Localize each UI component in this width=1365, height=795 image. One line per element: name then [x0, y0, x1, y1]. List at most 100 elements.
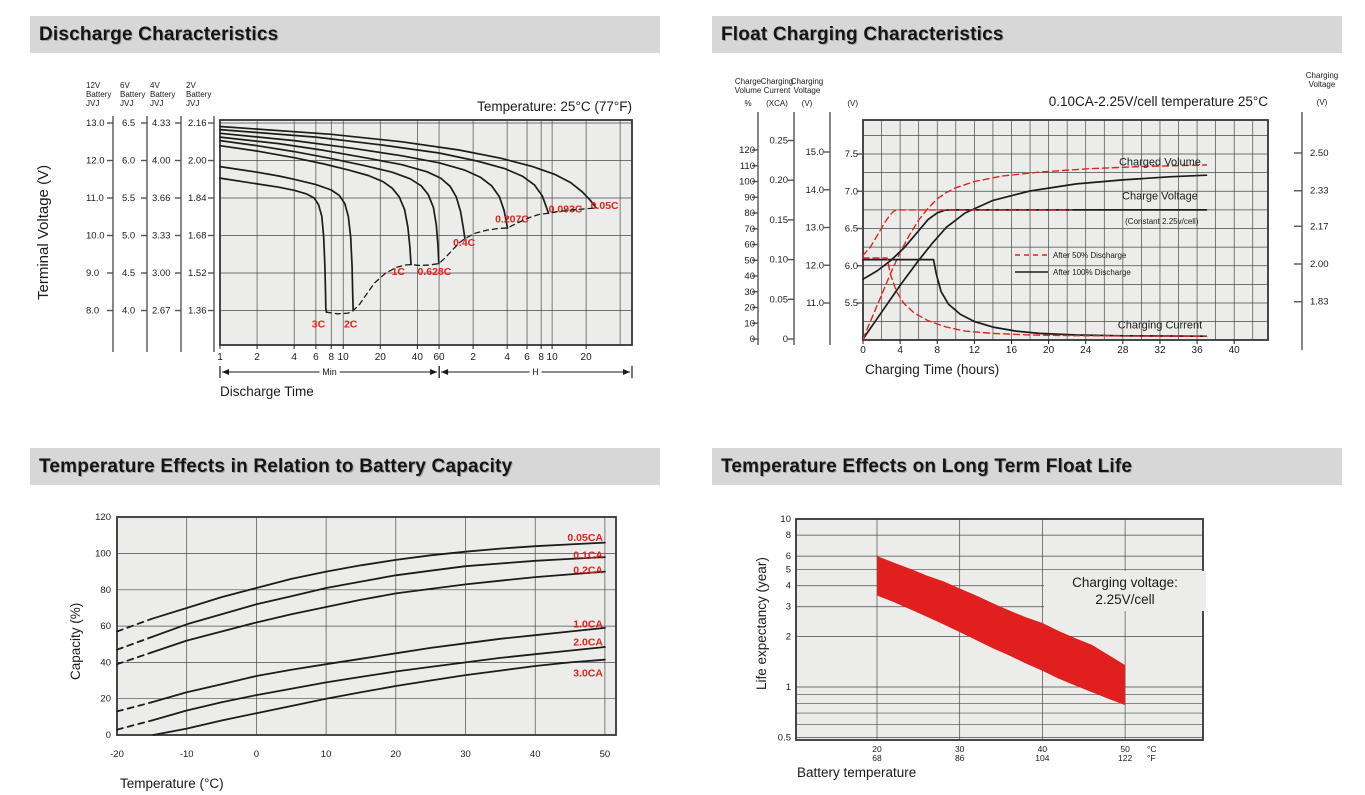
svg-text:0.15: 0.15 — [770, 215, 789, 226]
svg-text:100: 100 — [739, 177, 755, 188]
svg-text:0.05: 0.05 — [770, 294, 789, 305]
svg-text:50: 50 — [600, 749, 611, 760]
svg-text:30: 30 — [744, 287, 755, 298]
svg-text:8: 8 — [328, 352, 334, 363]
curve-charge-voltage-100 — [862, 209, 1208, 281]
svg-text:4: 4 — [897, 345, 903, 356]
svg-text:6: 6 — [313, 352, 319, 363]
svg-text:Voltage: Voltage — [794, 86, 821, 95]
svg-text:After 100% Discharge: After 100% Discharge — [1053, 268, 1131, 277]
svg-text:6: 6 — [786, 551, 791, 562]
svg-text:80: 80 — [744, 208, 755, 219]
curve-label: Charging Current — [1118, 320, 1202, 332]
svg-text:50: 50 — [744, 255, 755, 266]
svg-text:11.0: 11.0 — [806, 298, 824, 309]
svg-text:1.36: 1.36 — [188, 306, 207, 317]
svg-text:15.0: 15.0 — [806, 147, 825, 158]
svg-text:0: 0 — [860, 345, 866, 356]
svg-text:24: 24 — [1080, 345, 1092, 356]
svg-text:40: 40 — [100, 657, 111, 668]
svg-text:20: 20 — [100, 694, 111, 705]
svg-text:3.66: 3.66 — [152, 193, 171, 204]
svg-text:1: 1 — [217, 352, 223, 363]
svg-text:10: 10 — [321, 749, 332, 760]
svg-text:4.0: 4.0 — [122, 306, 135, 317]
svg-text:40: 40 — [1229, 345, 1241, 356]
svg-text:12: 12 — [969, 345, 981, 356]
svg-text:3.33: 3.33 — [152, 231, 171, 242]
life-expectancy-band — [877, 556, 1126, 706]
svg-text:JVJ: JVJ — [120, 99, 133, 108]
svg-text:1: 1 — [786, 682, 791, 693]
float-charging-chart: ChargeVolume%010203040506070809010011012… — [735, 71, 1339, 377]
svg-text:6.0: 6.0 — [845, 261, 858, 272]
svg-text:Voltage: Voltage — [1309, 80, 1336, 89]
svg-text:12V: 12V — [86, 81, 101, 90]
svg-text:2: 2 — [254, 352, 260, 363]
panel-header-float-charging: Float Charging Characteristics — [712, 16, 1342, 53]
svg-text:Battery temperature: Battery temperature — [797, 765, 916, 780]
svg-text:7.5: 7.5 — [845, 149, 858, 160]
svg-text:JVJ: JVJ — [150, 99, 163, 108]
svg-text:Battery: Battery — [186, 90, 211, 99]
svg-text:20: 20 — [375, 352, 387, 363]
svg-text:2.00: 2.00 — [188, 156, 207, 167]
curve-label: (Constant 2.25v/cell) — [1125, 217, 1199, 226]
svg-text:Volume: Volume — [735, 86, 762, 95]
svg-text:Capacity (%): Capacity (%) — [68, 603, 83, 680]
svg-text:2.00: 2.00 — [1310, 259, 1329, 270]
svg-text:0.10CA-2.25V/cell temperature: 0.10CA-2.25V/cell temperature 25°C — [1049, 94, 1269, 109]
curve-label: 1C — [392, 266, 406, 278]
svg-text:Temperature (°C): Temperature (°C) — [120, 776, 224, 791]
svg-text:Life expectancy (year): Life expectancy (year) — [754, 557, 769, 690]
svg-text:40: 40 — [530, 749, 541, 760]
svg-text:After 50% Discharge: After 50% Discharge — [1053, 251, 1127, 260]
curve-3.0CA — [152, 658, 606, 736]
svg-text:0.5: 0.5 — [778, 733, 791, 744]
curve-1C — [219, 144, 412, 266]
svg-text:5.0: 5.0 — [122, 231, 135, 242]
svg-text:8: 8 — [538, 352, 544, 363]
svg-text:68: 68 — [872, 753, 882, 763]
svg-text:0.10: 0.10 — [770, 255, 789, 266]
curve-2.0CA — [150, 646, 606, 722]
float-life-chart: Charging voltage:2.25V/cell1086543210.52… — [754, 514, 1206, 780]
svg-text:2V: 2V — [186, 81, 196, 90]
svg-text:Charge: Charge — [735, 77, 762, 86]
svg-text:4.00: 4.00 — [152, 156, 171, 167]
svg-text:20: 20 — [581, 352, 593, 363]
svg-text:86: 86 — [955, 753, 965, 763]
curve-label: Charge Voltage — [1122, 190, 1198, 202]
curve-label: 0.05C — [591, 200, 619, 212]
svg-text:30: 30 — [955, 744, 965, 754]
curve-1.0CA-dashed — [116, 701, 153, 713]
annotation-backing — [1044, 571, 1206, 611]
svg-text:40: 40 — [1038, 744, 1048, 754]
svg-text:50: 50 — [1120, 744, 1130, 754]
svg-text:Battery: Battery — [150, 90, 175, 99]
svg-text:2: 2 — [470, 352, 476, 363]
curve-0.1CA-dashed — [116, 636, 153, 651]
svg-text:H: H — [532, 367, 539, 377]
svg-text:JVJ: JVJ — [86, 99, 99, 108]
curve-0.2CA — [150, 570, 606, 654]
svg-text:4: 4 — [786, 581, 791, 592]
svg-text:-20: -20 — [110, 749, 124, 760]
svg-text:1.52: 1.52 — [188, 268, 207, 279]
svg-text:°F: °F — [1147, 753, 1156, 763]
curve-label: 0.628C — [417, 266, 451, 278]
svg-text:°C: °C — [1147, 744, 1157, 754]
svg-text:1.84: 1.84 — [188, 193, 207, 204]
svg-text:(XCA): (XCA) — [766, 99, 788, 108]
svg-text:4.5: 4.5 — [122, 268, 135, 279]
svg-text:0.20: 0.20 — [770, 175, 789, 186]
svg-text:1.68: 1.68 — [188, 231, 207, 242]
annotation-line: Charging voltage: — [1072, 575, 1178, 590]
svg-text:9.0: 9.0 — [86, 268, 99, 279]
svg-text:8: 8 — [934, 345, 940, 356]
svg-text:0: 0 — [106, 730, 111, 741]
curve-0.05CA — [150, 541, 606, 620]
svg-text:-10: -10 — [180, 749, 194, 760]
curve-label: 0.207C — [495, 214, 529, 226]
